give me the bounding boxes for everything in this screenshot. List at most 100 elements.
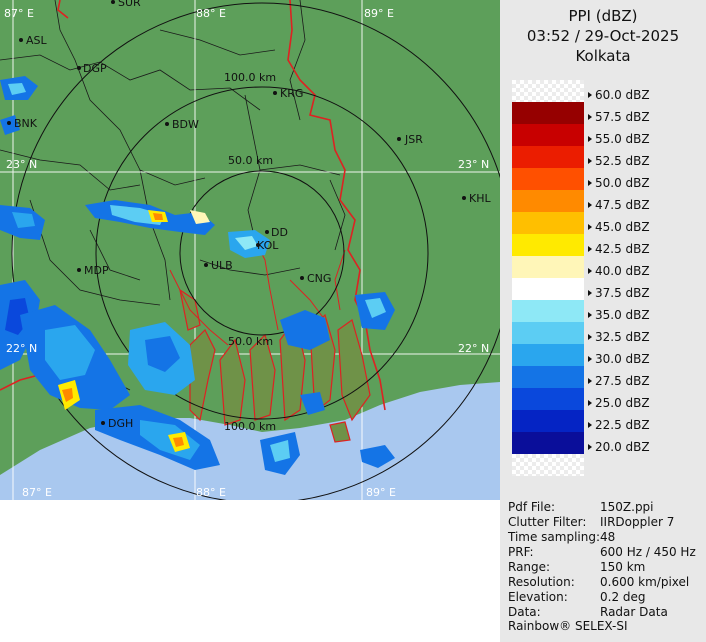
scale-tick-label: 35.0 dBZ xyxy=(588,308,650,322)
scale-swatch xyxy=(512,388,584,410)
product-datetime: 03:52 / 29-Oct-2025 xyxy=(526,27,680,45)
place-labels: ASL DGP BNK BDW KRG JSR KHL DD KOL ULB M… xyxy=(14,0,491,430)
scale-tick-label: 47.5 dBZ xyxy=(588,198,650,212)
info-value: 0.600 km/pixel xyxy=(600,575,690,589)
place-label-bdw: BDW xyxy=(172,118,199,131)
tick-arrow-icon xyxy=(588,246,592,252)
tick-arrow-icon xyxy=(588,400,592,406)
lat-label-right-0: 23° N xyxy=(458,158,489,171)
scale-swatch xyxy=(512,432,584,454)
range-rings xyxy=(11,2,500,500)
place-label-krg: KRG xyxy=(280,87,303,100)
tick-arrow-icon xyxy=(588,136,592,142)
tick-arrow-icon xyxy=(588,180,592,186)
station-name: Kolkata xyxy=(575,47,631,65)
tick-arrow-icon xyxy=(588,378,592,384)
tick-arrow-icon xyxy=(588,334,592,340)
place-label-kol: KOL xyxy=(257,239,279,252)
tick-arrow-icon xyxy=(588,158,592,164)
product-header: PPI (dBZ) 03:52 / 29-Oct-2025 Kolkata xyxy=(500,6,706,66)
info-value: Radar Data xyxy=(600,605,668,619)
scale-tick-label: 42.5 dBZ xyxy=(588,242,650,256)
lon-label-bottom-0: 87° E xyxy=(22,486,52,499)
product-title: PPI (dBZ) xyxy=(568,7,638,25)
info-value: IIRDoppler 7 xyxy=(600,515,675,529)
scale-tick-label: 60.0 dBZ xyxy=(588,88,650,102)
scale-swatch xyxy=(512,256,584,278)
place-label-mdp: MDP xyxy=(84,264,109,277)
tick-arrow-icon xyxy=(588,356,592,362)
scale-tick-label: 40.0 dBZ xyxy=(588,264,650,278)
scale-swatch xyxy=(512,410,584,432)
place-label-ulb: ULB xyxy=(211,259,233,272)
info-value: 48 xyxy=(600,530,616,544)
scale-tick-label: 27.5 dBZ xyxy=(588,374,650,388)
blank-area xyxy=(0,500,500,642)
info-key: Pdf File: xyxy=(508,500,556,514)
place-label-cng: CNG xyxy=(307,272,331,285)
scale-tick-label: 50.0 dBZ xyxy=(588,176,650,190)
radar-echoes xyxy=(0,76,395,475)
ring-label-100-north: 100.0 km xyxy=(224,71,276,84)
scale-tick-label: 45.0 dBZ xyxy=(588,220,650,234)
tick-arrow-icon xyxy=(588,422,592,428)
place-label-dd: DD xyxy=(271,226,288,239)
place-label-jsr: JSR xyxy=(404,133,423,146)
lat-label-left-1: 22° N xyxy=(6,342,37,355)
scale-swatch xyxy=(512,168,584,190)
scale-tick-label: 32.5 dBZ xyxy=(588,330,650,344)
lon-label-top-1: 88° E xyxy=(196,7,226,20)
info-value: 600 Hz / 450 Hz xyxy=(600,545,696,559)
tick-arrow-icon xyxy=(588,268,592,274)
lat-label-left-0: 23° N xyxy=(6,158,37,171)
ring-label-100-south: 100.0 km xyxy=(224,420,276,433)
info-key: PRF: xyxy=(508,545,534,559)
tick-arrow-icon xyxy=(588,312,592,318)
scale-tick-label: 30.0 dBZ xyxy=(588,352,650,366)
scale-swatch xyxy=(512,190,584,212)
info-value: 0.2 deg xyxy=(600,590,646,604)
scale-swatch xyxy=(512,234,584,256)
info-key: Time sampling: xyxy=(508,530,601,544)
lat-label-right-1: 22° N xyxy=(458,342,489,355)
map-sea xyxy=(0,382,500,500)
radar-map: 87° E 88° E 89° E 87° E 88° E 89° E 23° … xyxy=(0,0,500,500)
scale-tick-label: 55.0 dBZ xyxy=(588,132,650,146)
lon-label-bottom-2: 89° E xyxy=(366,486,396,499)
place-markers xyxy=(7,0,466,425)
scale-swatch xyxy=(512,212,584,234)
dbz-color-scale: 60.0 dBZ 57.5 dBZ 55.0 dBZ 52.5 dBZ 50.0 dBZ… xyxy=(500,80,706,476)
scale-tick-label: 20.0 dBZ xyxy=(588,440,650,454)
place-label-dgp: DGP xyxy=(83,62,107,75)
tick-arrow-icon xyxy=(588,290,592,296)
place-label-dgh: DGH xyxy=(108,417,133,430)
scale-swatch xyxy=(512,124,584,146)
scale-swatch xyxy=(512,102,584,124)
scale-tick-label: 37.5 dBZ xyxy=(588,286,650,300)
footer-area: Rainbow® SELEX-SI xyxy=(500,500,706,642)
info-value: 150Z.ppi xyxy=(600,500,654,514)
lon-label-top-0: 87° E xyxy=(4,7,34,20)
info-value: 150 km xyxy=(600,560,646,574)
info-key: Resolution: xyxy=(508,575,575,589)
scale-tick-label: 25.0 dBZ xyxy=(588,396,650,410)
place-label-sur: SUR xyxy=(118,0,141,9)
place-label-khl: KHL xyxy=(469,192,491,205)
info-key: Data: xyxy=(508,605,541,619)
lon-label-bottom-1: 88° E xyxy=(196,486,226,499)
footer-credit: Rainbow® SELEX-SI xyxy=(508,619,628,633)
scale-swatch xyxy=(512,344,584,366)
tick-arrow-icon xyxy=(588,444,592,450)
scale-swatch xyxy=(512,300,584,322)
scale-swatch xyxy=(512,454,584,476)
lon-label-top-2: 89° E xyxy=(364,7,394,20)
scale-tick-label: 52.5 dBZ xyxy=(588,154,650,168)
grid-labels: 87° E 88° E 89° E 87° E 88° E 89° E 23° … xyxy=(4,7,489,499)
scale-tick-label: 57.5 dBZ xyxy=(588,110,650,124)
tick-arrow-icon xyxy=(588,202,592,208)
tick-arrow-icon xyxy=(588,114,592,120)
tick-arrow-icon xyxy=(588,92,592,98)
place-label-bnk: BNK xyxy=(14,117,38,130)
range-ring-labels: 50.0 km 100.0 km 50.0 km 100.0 km xyxy=(224,71,276,433)
place-label-asl: ASL xyxy=(26,34,48,47)
